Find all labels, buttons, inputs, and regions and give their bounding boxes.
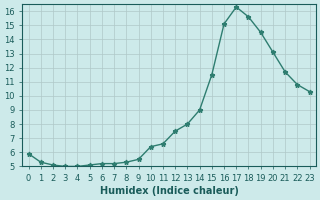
X-axis label: Humidex (Indice chaleur): Humidex (Indice chaleur) (100, 186, 238, 196)
